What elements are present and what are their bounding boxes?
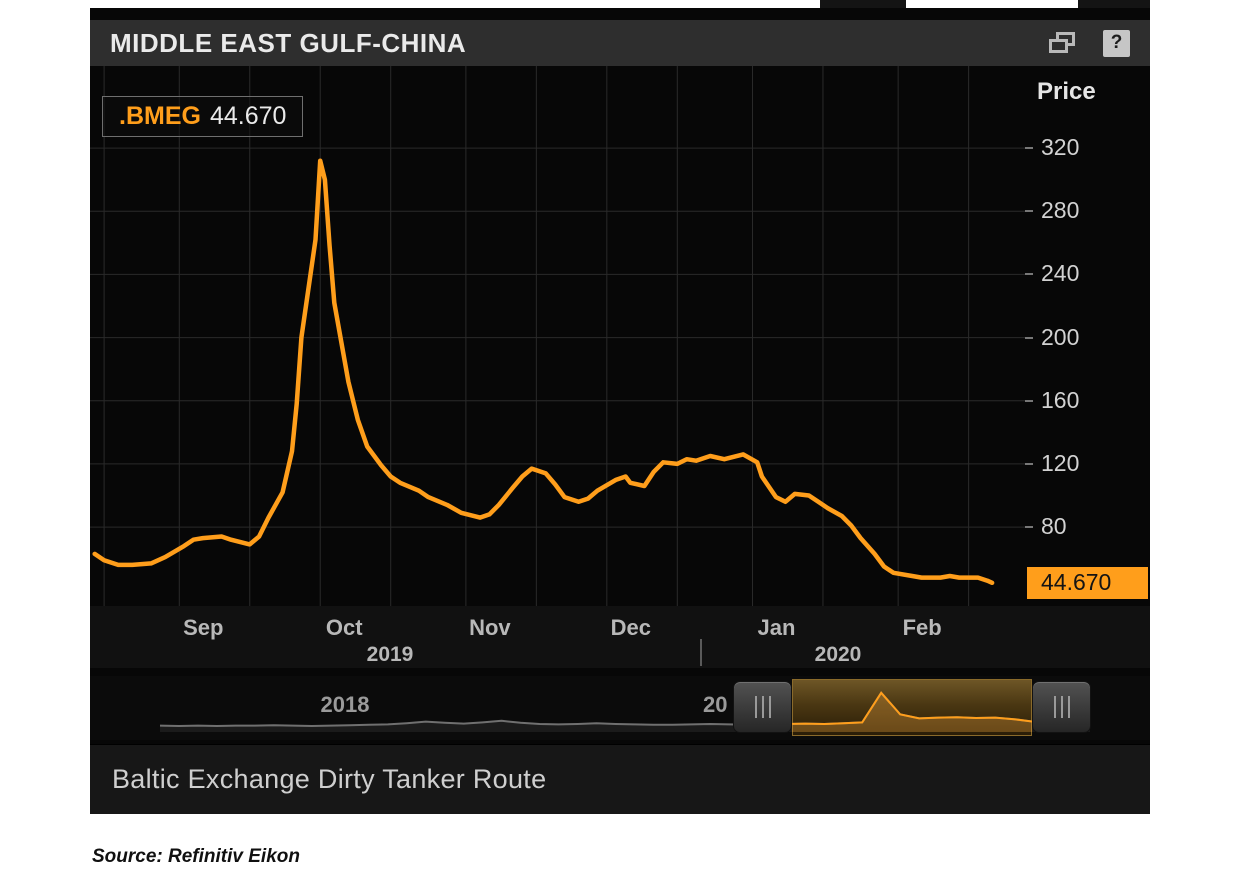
chart-title: MIDDLE EAST GULF-CHINA <box>110 27 467 58</box>
chart-titlebar: MIDDLE EAST GULF-CHINA ? <box>90 20 1150 66</box>
titlebar-icons: ? <box>1047 20 1130 66</box>
series-last-value: 44.670 <box>209 102 287 130</box>
x-axis-year-label: 2019 <box>366 643 414 666</box>
y-axis-tick-mark <box>1025 462 1033 465</box>
range-slider-left-handle[interactable] <box>733 681 792 733</box>
price-axis: Price 44.670 80 120 160 200 240 280 320 <box>1025 66 1150 606</box>
price-chart-plot-area[interactable]: .BMEG 44.670 <box>90 66 1025 606</box>
price-chart-svg <box>90 66 1025 606</box>
cropped-window-artifact <box>820 0 906 8</box>
range-slider-right-handle[interactable] <box>1032 681 1091 733</box>
y-axis-tick-mark <box>1025 399 1033 402</box>
price-axis-title: Price <box>1037 78 1096 105</box>
mini-line-selected <box>792 691 1032 726</box>
cropped-window-artifact <box>1078 0 1150 8</box>
y-axis-tick-mark <box>1025 273 1033 276</box>
popout-windows-icon[interactable] <box>1047 31 1077 55</box>
popout-windows-icon-glyph <box>1049 32 1075 53</box>
y-axis-tick-label: 80 <box>1041 513 1067 540</box>
price-line <box>92 158 995 586</box>
help-icon[interactable]: ? <box>1103 29 1130 57</box>
x-axis-month-label: Oct <box>325 615 363 640</box>
x-axis-month-label: Dec <box>610 615 652 640</box>
y-axis-tick-mark <box>1025 526 1033 529</box>
y-axis-tick-mark <box>1025 210 1033 213</box>
date-range-selector[interactable]: 2018 20 <box>90 676 1150 740</box>
time-axis: 2019 2020 Sep Oct Nov Dec Jan Feb <box>90 606 1150 668</box>
y-axis-tick-label: 160 <box>1041 386 1080 413</box>
y-axis-tick-label: 280 <box>1041 197 1080 224</box>
x-axis-year-label: 2020 <box>814 643 862 666</box>
range-selected-window[interactable] <box>792 679 1032 736</box>
y-axis-tick-mark <box>1025 147 1033 150</box>
source-note: Source: Refinitiv Eikon <box>92 846 300 867</box>
y-axis-tick-label: 320 <box>1041 134 1080 161</box>
x-axis-month-label: Sep <box>183 615 224 640</box>
y-axis-tick-label: 120 <box>1041 449 1080 476</box>
chart-caption-text: Baltic Exchange Dirty Tanker Route <box>112 764 547 794</box>
mini-area-unselected <box>160 692 1090 732</box>
range-year-label-truncated: 20 <box>703 692 728 717</box>
range-year-label: 2018 <box>320 692 370 717</box>
x-axis-month-label: Jan <box>757 615 796 640</box>
y-axis-tick-mark <box>1025 336 1033 339</box>
year-separator-tick <box>700 639 702 666</box>
x-axis-month-label: Feb <box>902 615 942 640</box>
y-axis-tick-label: 240 <box>1041 260 1080 287</box>
series-legend[interactable]: .BMEG 44.670 <box>102 96 304 137</box>
y-axis-tick-label: 200 <box>1041 323 1080 350</box>
series-symbol-label: .BMEG <box>119 102 201 130</box>
range-mini-chart <box>160 691 1090 732</box>
chart-caption-bar: Baltic Exchange Dirty Tanker Route <box>90 744 1150 814</box>
last-price-badge: 44.670 <box>1027 566 1148 599</box>
mini-area-selected <box>792 692 1032 732</box>
x-axis-month-label: Nov <box>469 615 511 640</box>
chart-window: MIDDLE EAST GULF-CHINA ? .BMEG 44.670 <box>90 8 1150 814</box>
